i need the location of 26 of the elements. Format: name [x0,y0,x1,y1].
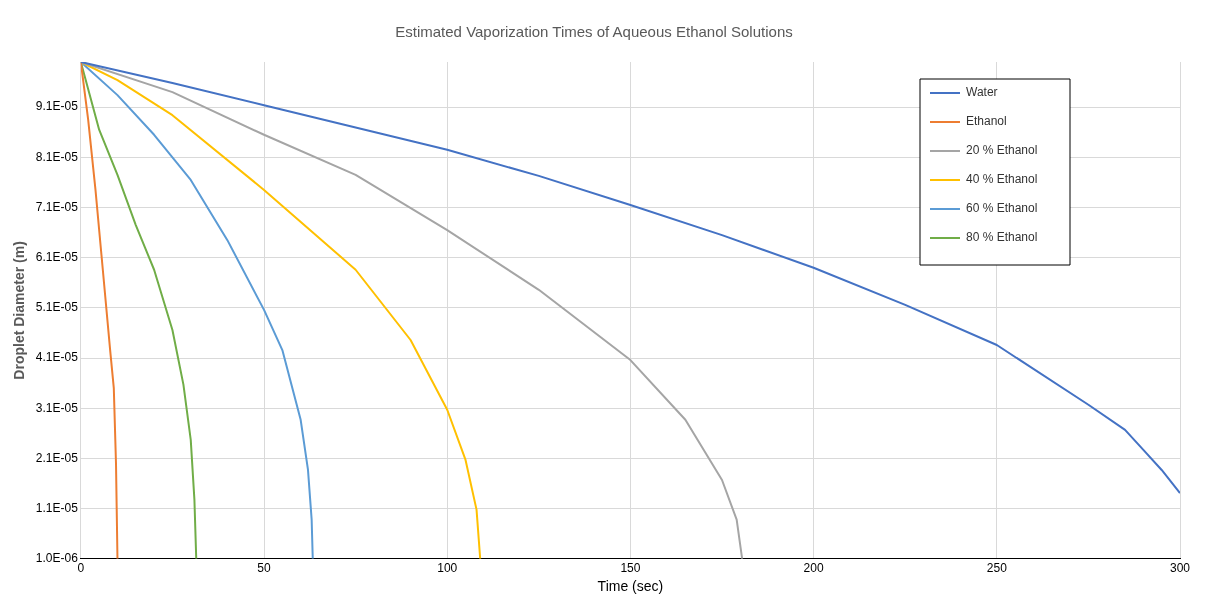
legend-label: Ethanol [966,114,1007,129]
y-tick-label: 1.0E-06 [35,551,79,566]
y-axis-title: Droplet Diameter (m) [11,241,28,380]
y-tick-label: 6.1E-05 [35,250,79,265]
legend-label: 80 % Ethanol [966,230,1038,245]
x-tick-label: 200 [803,561,824,576]
y-tick-label: 2.1E-05 [35,450,79,465]
x-tick-label: 50 [257,561,272,576]
legend-label: 60 % Ethanol [966,201,1038,216]
y-tick-label: 4.1E-05 [35,350,79,365]
chart-title: Estimated Vaporization Times of Aqueous Ethanol Solutions [395,23,793,41]
x-tick-label: 250 [986,561,1008,576]
y-tick-label: 1.1E-05 [35,500,79,515]
y-tick-label: 3.1E-05 [35,400,79,415]
legend-label: 20 % Ethanol [966,143,1038,158]
legend-label: Water [966,85,998,100]
y-tick-label: 8.1E-05 [35,149,79,164]
x-tick-label: 150 [620,561,641,576]
x-axis-title: Time (sec) [597,578,664,595]
legend-label: 40 % Ethanol [966,172,1038,187]
x-tick-label: 100 [437,561,458,576]
y-tick-label: 7.1E-05 [35,199,79,214]
x-tick-label: 300 [1169,561,1191,576]
x-tick-label: 0 [77,561,85,576]
y-tick-label: 5.1E-05 [35,300,79,315]
y-tick-label: 9.1E-05 [35,99,79,114]
